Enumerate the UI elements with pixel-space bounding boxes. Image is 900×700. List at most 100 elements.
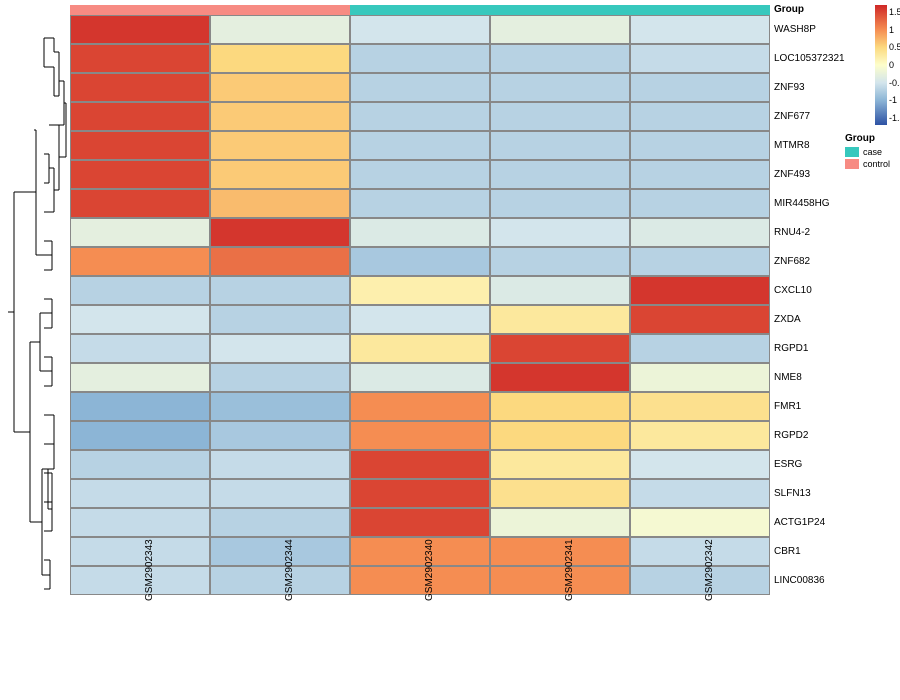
heatmap-cell bbox=[490, 160, 630, 189]
colorbar-tick: 0 bbox=[889, 60, 894, 70]
heatmap-cell bbox=[70, 15, 210, 44]
group-legend-item: case bbox=[845, 147, 890, 157]
heatmap-cell bbox=[210, 537, 350, 566]
heatmap-cell bbox=[630, 44, 770, 73]
heatmap-cell bbox=[490, 247, 630, 276]
heatmap-cell bbox=[210, 566, 350, 595]
group-annot-cell bbox=[70, 5, 210, 15]
heatmap-cell bbox=[70, 131, 210, 160]
colorbar: 1.510.50-0.5-1-1.5 bbox=[875, 5, 887, 125]
heatmap-cell bbox=[70, 73, 210, 102]
heatmap-cell bbox=[350, 508, 490, 537]
group-annot-cell bbox=[350, 5, 490, 15]
row-label: SLFN13 bbox=[770, 479, 845, 508]
heatmap-cell bbox=[350, 363, 490, 392]
column-label: GSM2902342 bbox=[704, 539, 715, 601]
row-label: LOC105372321 bbox=[770, 44, 845, 73]
group-legend-item: control bbox=[845, 159, 890, 169]
heatmap-cell bbox=[490, 131, 630, 160]
heatmap-cell bbox=[70, 537, 210, 566]
group-legend-swatch bbox=[845, 147, 859, 157]
heatmap-cell bbox=[350, 479, 490, 508]
heatmap-cell bbox=[350, 15, 490, 44]
heatmap-cell bbox=[350, 305, 490, 334]
heatmap-cell bbox=[490, 44, 630, 73]
heatmap-cell bbox=[630, 247, 770, 276]
column-label: GSM2902340 bbox=[424, 539, 435, 601]
heatmap-cell bbox=[210, 450, 350, 479]
colorbar-tick: 1 bbox=[889, 25, 894, 35]
row-dendrogram bbox=[4, 15, 69, 615]
group-annot-cell bbox=[490, 5, 630, 15]
column-label: GSM2902341 bbox=[564, 539, 575, 601]
heatmap-cell bbox=[210, 305, 350, 334]
group-annot-cell bbox=[210, 5, 350, 15]
group-annotation-label: Group bbox=[774, 4, 804, 15]
heatmap-cell bbox=[350, 392, 490, 421]
heatmap-cell bbox=[490, 305, 630, 334]
heatmap-cell bbox=[70, 276, 210, 305]
heatmap-cell bbox=[630, 363, 770, 392]
heatmap-cell bbox=[490, 392, 630, 421]
colorbar-tick: 1.5 bbox=[889, 7, 900, 17]
group-legend-swatch bbox=[845, 159, 859, 169]
heatmap-figure: WASH8PLOC105372321ZNF93ZNF677MTMR8ZNF493… bbox=[0, 0, 900, 700]
heatmap-cell bbox=[70, 102, 210, 131]
heatmap-cell bbox=[350, 247, 490, 276]
row-label: ZXDA bbox=[770, 305, 845, 334]
heatmap-cell bbox=[210, 247, 350, 276]
row-label: ESRG bbox=[770, 450, 845, 479]
heatmap-cell bbox=[210, 508, 350, 537]
colorbar-gradient bbox=[875, 5, 887, 125]
group-legend: Group casecontrol bbox=[845, 133, 890, 169]
row-label: WASH8P bbox=[770, 15, 845, 44]
colorbar-tick: -1 bbox=[889, 95, 897, 105]
group-legend-items: case control bbox=[845, 147, 890, 169]
row-labels: WASH8PLOC105372321ZNF93ZNF677MTMR8ZNF493… bbox=[770, 15, 845, 595]
heatmap-cell bbox=[490, 73, 630, 102]
heatmap-cell bbox=[490, 102, 630, 131]
heatmap-cell bbox=[490, 334, 630, 363]
heatmap-cell bbox=[490, 276, 630, 305]
heatmap-cell bbox=[630, 131, 770, 160]
heatmap-cell bbox=[70, 508, 210, 537]
row-label: MIR4458HG bbox=[770, 189, 845, 218]
heatmap-cell bbox=[70, 44, 210, 73]
column-label: GSM2902343 bbox=[144, 539, 155, 601]
heatmap-cell bbox=[350, 189, 490, 218]
heatmap-cell bbox=[630, 479, 770, 508]
heatmap-cell bbox=[630, 15, 770, 44]
heatmap-cell bbox=[350, 421, 490, 450]
row-label: RNU4-2 bbox=[770, 218, 845, 247]
heatmap-cell bbox=[210, 334, 350, 363]
heatmap-cell bbox=[630, 392, 770, 421]
heatmap-cell bbox=[630, 160, 770, 189]
group-annot-cell bbox=[630, 5, 770, 15]
heatmap-cell bbox=[70, 160, 210, 189]
heatmap-cell bbox=[70, 421, 210, 450]
heatmap-cell bbox=[70, 392, 210, 421]
heatmap-cell bbox=[490, 189, 630, 218]
heatmap-cell bbox=[490, 450, 630, 479]
heatmap-cell bbox=[350, 450, 490, 479]
row-label: LINC00836 bbox=[770, 566, 845, 595]
legend-panel: 1.510.50-0.5-1-1.5 Group casecontrol bbox=[845, 5, 890, 171]
heatmap-cell bbox=[210, 363, 350, 392]
heatmap-cell bbox=[210, 73, 350, 102]
row-label: RGPD1 bbox=[770, 334, 845, 363]
heatmap-cell bbox=[210, 392, 350, 421]
heatmap-cell bbox=[490, 421, 630, 450]
heatmap-cell bbox=[490, 15, 630, 44]
column-label: GSM2902344 bbox=[284, 539, 295, 601]
row-label: RGPD2 bbox=[770, 421, 845, 450]
heatmap-cell bbox=[490, 363, 630, 392]
row-label: ACTG1P24 bbox=[770, 508, 845, 537]
heatmap-cell bbox=[630, 218, 770, 247]
heatmap-cell bbox=[350, 44, 490, 73]
group-legend-label: case bbox=[863, 147, 882, 157]
heatmap-cell bbox=[210, 189, 350, 218]
heatmap-cell bbox=[70, 305, 210, 334]
heatmap-cell bbox=[630, 450, 770, 479]
row-label: ZNF677 bbox=[770, 102, 845, 131]
heatmap-cell bbox=[210, 421, 350, 450]
